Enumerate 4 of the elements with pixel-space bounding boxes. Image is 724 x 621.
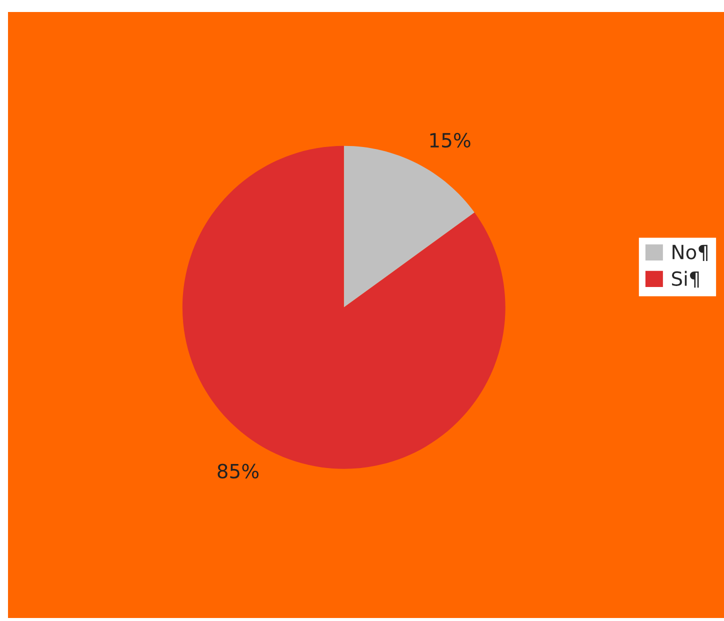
legend-label: No¶ bbox=[672, 244, 708, 261]
data-label: 85% bbox=[218, 464, 259, 478]
data-label: 15% bbox=[430, 132, 470, 148]
legend-label: Si¶ bbox=[672, 270, 699, 288]
